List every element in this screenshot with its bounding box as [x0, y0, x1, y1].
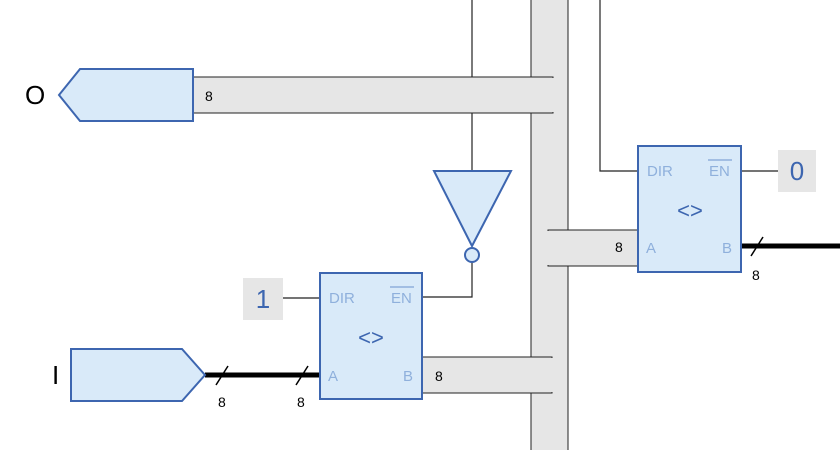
right-b-tick-width: 8 — [752, 267, 760, 283]
input-port-label: I — [52, 360, 59, 390]
left-bus-buffer[interactable]: DIR EN <> A B — [319, 272, 423, 400]
left-b-bus — [421, 356, 553, 394]
right-dir-wire — [599, 0, 638, 172]
output-port[interactable] — [57, 68, 194, 122]
left-buffer-a-pin: A — [328, 368, 338, 385]
constant-1-value: 1 — [256, 284, 270, 314]
right-buffer-en-pin: EN — [709, 163, 730, 180]
right-bus-buffer[interactable]: DIR EN <> A B — [637, 145, 742, 273]
constant-1-box[interactable] — [243, 278, 283, 320]
output-port-label: O — [25, 80, 45, 110]
inverter-output-wire — [422, 262, 473, 298]
left-buffer-en-pin: EN — [391, 290, 412, 307]
right-buffer-symbol: <> — [677, 198, 703, 223]
not-gate-bubble — [464, 247, 480, 263]
output-bus — [192, 76, 554, 114]
input-tick-1 — [215, 365, 229, 386]
right-buffer-a-pin: A — [646, 240, 656, 257]
right-buffer-dir-pin: DIR — [647, 163, 673, 180]
right-buffer-b-pin: B — [722, 240, 732, 257]
right-buffer-body[interactable] — [637, 145, 742, 273]
not-gate[interactable] — [432, 170, 513, 249]
constant-0-box[interactable] — [778, 150, 816, 192]
left-buffer-body[interactable] — [319, 272, 423, 400]
left-buffer-dir-pin: DIR — [329, 290, 355, 307]
input-tick-1-width: 8 — [218, 394, 226, 410]
input-tick-2 — [295, 365, 309, 386]
constant-0-value: 0 — [790, 156, 804, 186]
right-b-tick — [750, 236, 764, 257]
output-bus-width: 8 — [205, 88, 213, 104]
left-buffer-symbol: <> — [358, 325, 384, 350]
left-buffer-b-pin: B — [403, 368, 413, 385]
right-a-bus-width: 8 — [615, 239, 623, 255]
input-port[interactable] — [70, 348, 207, 402]
left-b-bus-width: 8 — [435, 368, 443, 384]
input-tick-2-width: 8 — [297, 394, 305, 410]
